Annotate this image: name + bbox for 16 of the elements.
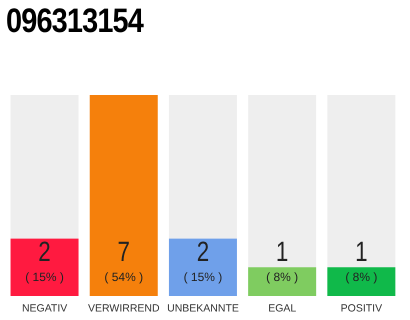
- annotation: ( 54% ): [104, 270, 144, 284]
- data-label: 2: [38, 236, 51, 268]
- annotation: ( 8% ): [345, 270, 378, 284]
- annotation: ( 15% ): [25, 270, 64, 284]
- x-tick-label: UNBEKANNTE: [167, 302, 239, 314]
- data-label: 1: [355, 236, 368, 268]
- data-label: 7: [118, 236, 130, 268]
- data-label: 2: [196, 236, 210, 268]
- x-tick-label: VERWIRREND: [88, 302, 160, 314]
- annotation: ( 8% ): [266, 270, 298, 284]
- data-label: 1: [276, 236, 288, 268]
- x-tick-label: NEGATIV: [22, 302, 68, 314]
- x-tick-label: EGAL: [268, 302, 296, 314]
- annotation: ( 15% ): [184, 270, 222, 284]
- chart-title: 096313154: [6, 2, 144, 41]
- x-tick-label: POSITIV: [340, 302, 382, 314]
